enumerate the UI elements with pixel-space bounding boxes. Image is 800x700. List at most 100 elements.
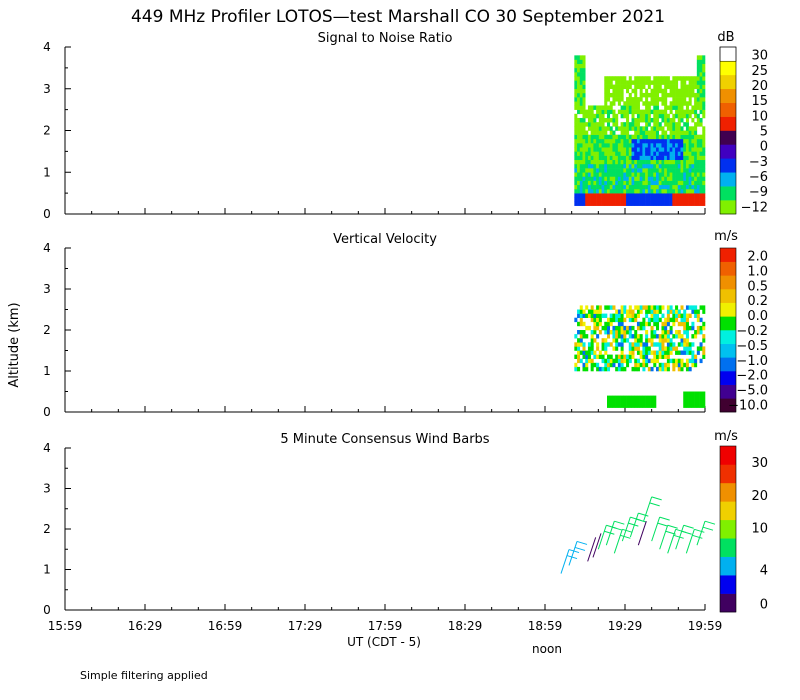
velocity-cell [653,354,657,359]
snr-cell [617,172,621,177]
snr-cell [683,109,687,115]
snr-cell [696,72,700,77]
snr-cell [688,80,692,85]
snr-cell [650,168,654,173]
velocity-cell [582,362,586,368]
snr-cell [612,188,616,194]
snr-cell [680,201,684,206]
snr-cell [617,147,621,152]
snr-cell [639,197,643,202]
snr-cell [636,122,640,127]
snr-cell [585,201,589,206]
velocity-cell [615,366,619,372]
snr-cell [677,101,681,106]
snr-cell [639,130,643,135]
velocity-cell [636,362,640,368]
velocity-cell [607,362,611,368]
velocity-cell [653,362,657,368]
velocity-cell [574,354,578,359]
snr-cell [699,168,703,173]
velocity-cell [688,391,692,408]
snr-cell [672,84,676,90]
snr-cell [666,134,670,140]
snr-cell [669,193,673,198]
snr-cell [628,122,632,127]
snr-cell [645,122,649,127]
velocity-cell [675,330,679,335]
velocity-cell [615,325,619,331]
snr-cell [585,168,589,173]
velocity-cell [631,317,635,323]
snr-cell [631,134,635,140]
velocity-cell [623,358,627,364]
snr-cell [669,84,673,90]
velocity-panel: Vertical Velocity01234m/s2.01.00.50.20.0… [43,229,768,419]
velocity-cell [609,395,613,408]
velocity-cell [672,313,676,318]
snr-cell [634,126,638,131]
snr-cell [669,188,673,194]
velocity-cell [696,313,700,318]
colorbar-label: −5.0 [736,384,768,399]
snr-cell [664,88,668,94]
y-tick-label: 2 [43,323,51,337]
snr-cell [669,155,673,161]
velocity-cell [645,358,649,364]
snr-cell [634,134,638,140]
snr-cell [617,163,621,169]
snr-cell [612,88,616,94]
snr-cell [677,159,681,165]
velocity-cell [579,330,583,335]
snr-cell [694,101,698,106]
velocity-cell [639,342,643,347]
snr-cell [691,197,695,202]
snr-cell [680,180,684,186]
snr-cell [593,180,597,186]
velocity-cell [628,325,632,331]
snr-cell [696,76,700,81]
velocity-cell [607,354,611,359]
snr-cell [669,180,673,186]
y-tick-label: 2 [43,124,51,138]
snr-cell [680,176,684,181]
velocity-cell [658,317,662,323]
snr-cell [620,184,624,190]
snr-cell [680,138,684,144]
snr-cell [653,105,657,110]
snr-cell [661,188,665,194]
velocity-cell [623,354,627,359]
velocity-cell [628,354,632,359]
snr-cell [574,193,578,198]
velocity-cell [615,330,619,335]
snr-cell [631,143,635,148]
snr-cell [626,193,630,198]
snr-cell [669,143,673,148]
snr-cell [590,168,594,173]
snr-cell [593,143,597,148]
velocity-cell [656,325,660,331]
velocity-cell [596,321,600,327]
snr-cell [677,130,681,135]
snr-cell [596,147,600,152]
snr-cell [609,155,613,161]
snr-cell [634,172,638,177]
snr-cell [615,201,619,206]
snr-cell [617,134,621,140]
velocity-cell [656,321,660,327]
snr-cell [661,117,665,123]
snr-cell [579,155,583,161]
snr-cell [582,168,586,173]
snr-cell [696,88,700,94]
velocity-cell [596,309,600,314]
snr-cell [598,159,602,165]
snr-cell [658,172,662,177]
velocity-cell [604,313,608,318]
snr-cell [677,184,681,190]
velocity-cell [574,346,578,351]
velocity-cell [696,350,700,355]
y-tick-label: 2 [43,522,51,536]
velocity-cell [604,358,608,364]
snr-cell [579,151,583,156]
snr-cell [677,92,681,98]
snr-cell [617,188,621,194]
